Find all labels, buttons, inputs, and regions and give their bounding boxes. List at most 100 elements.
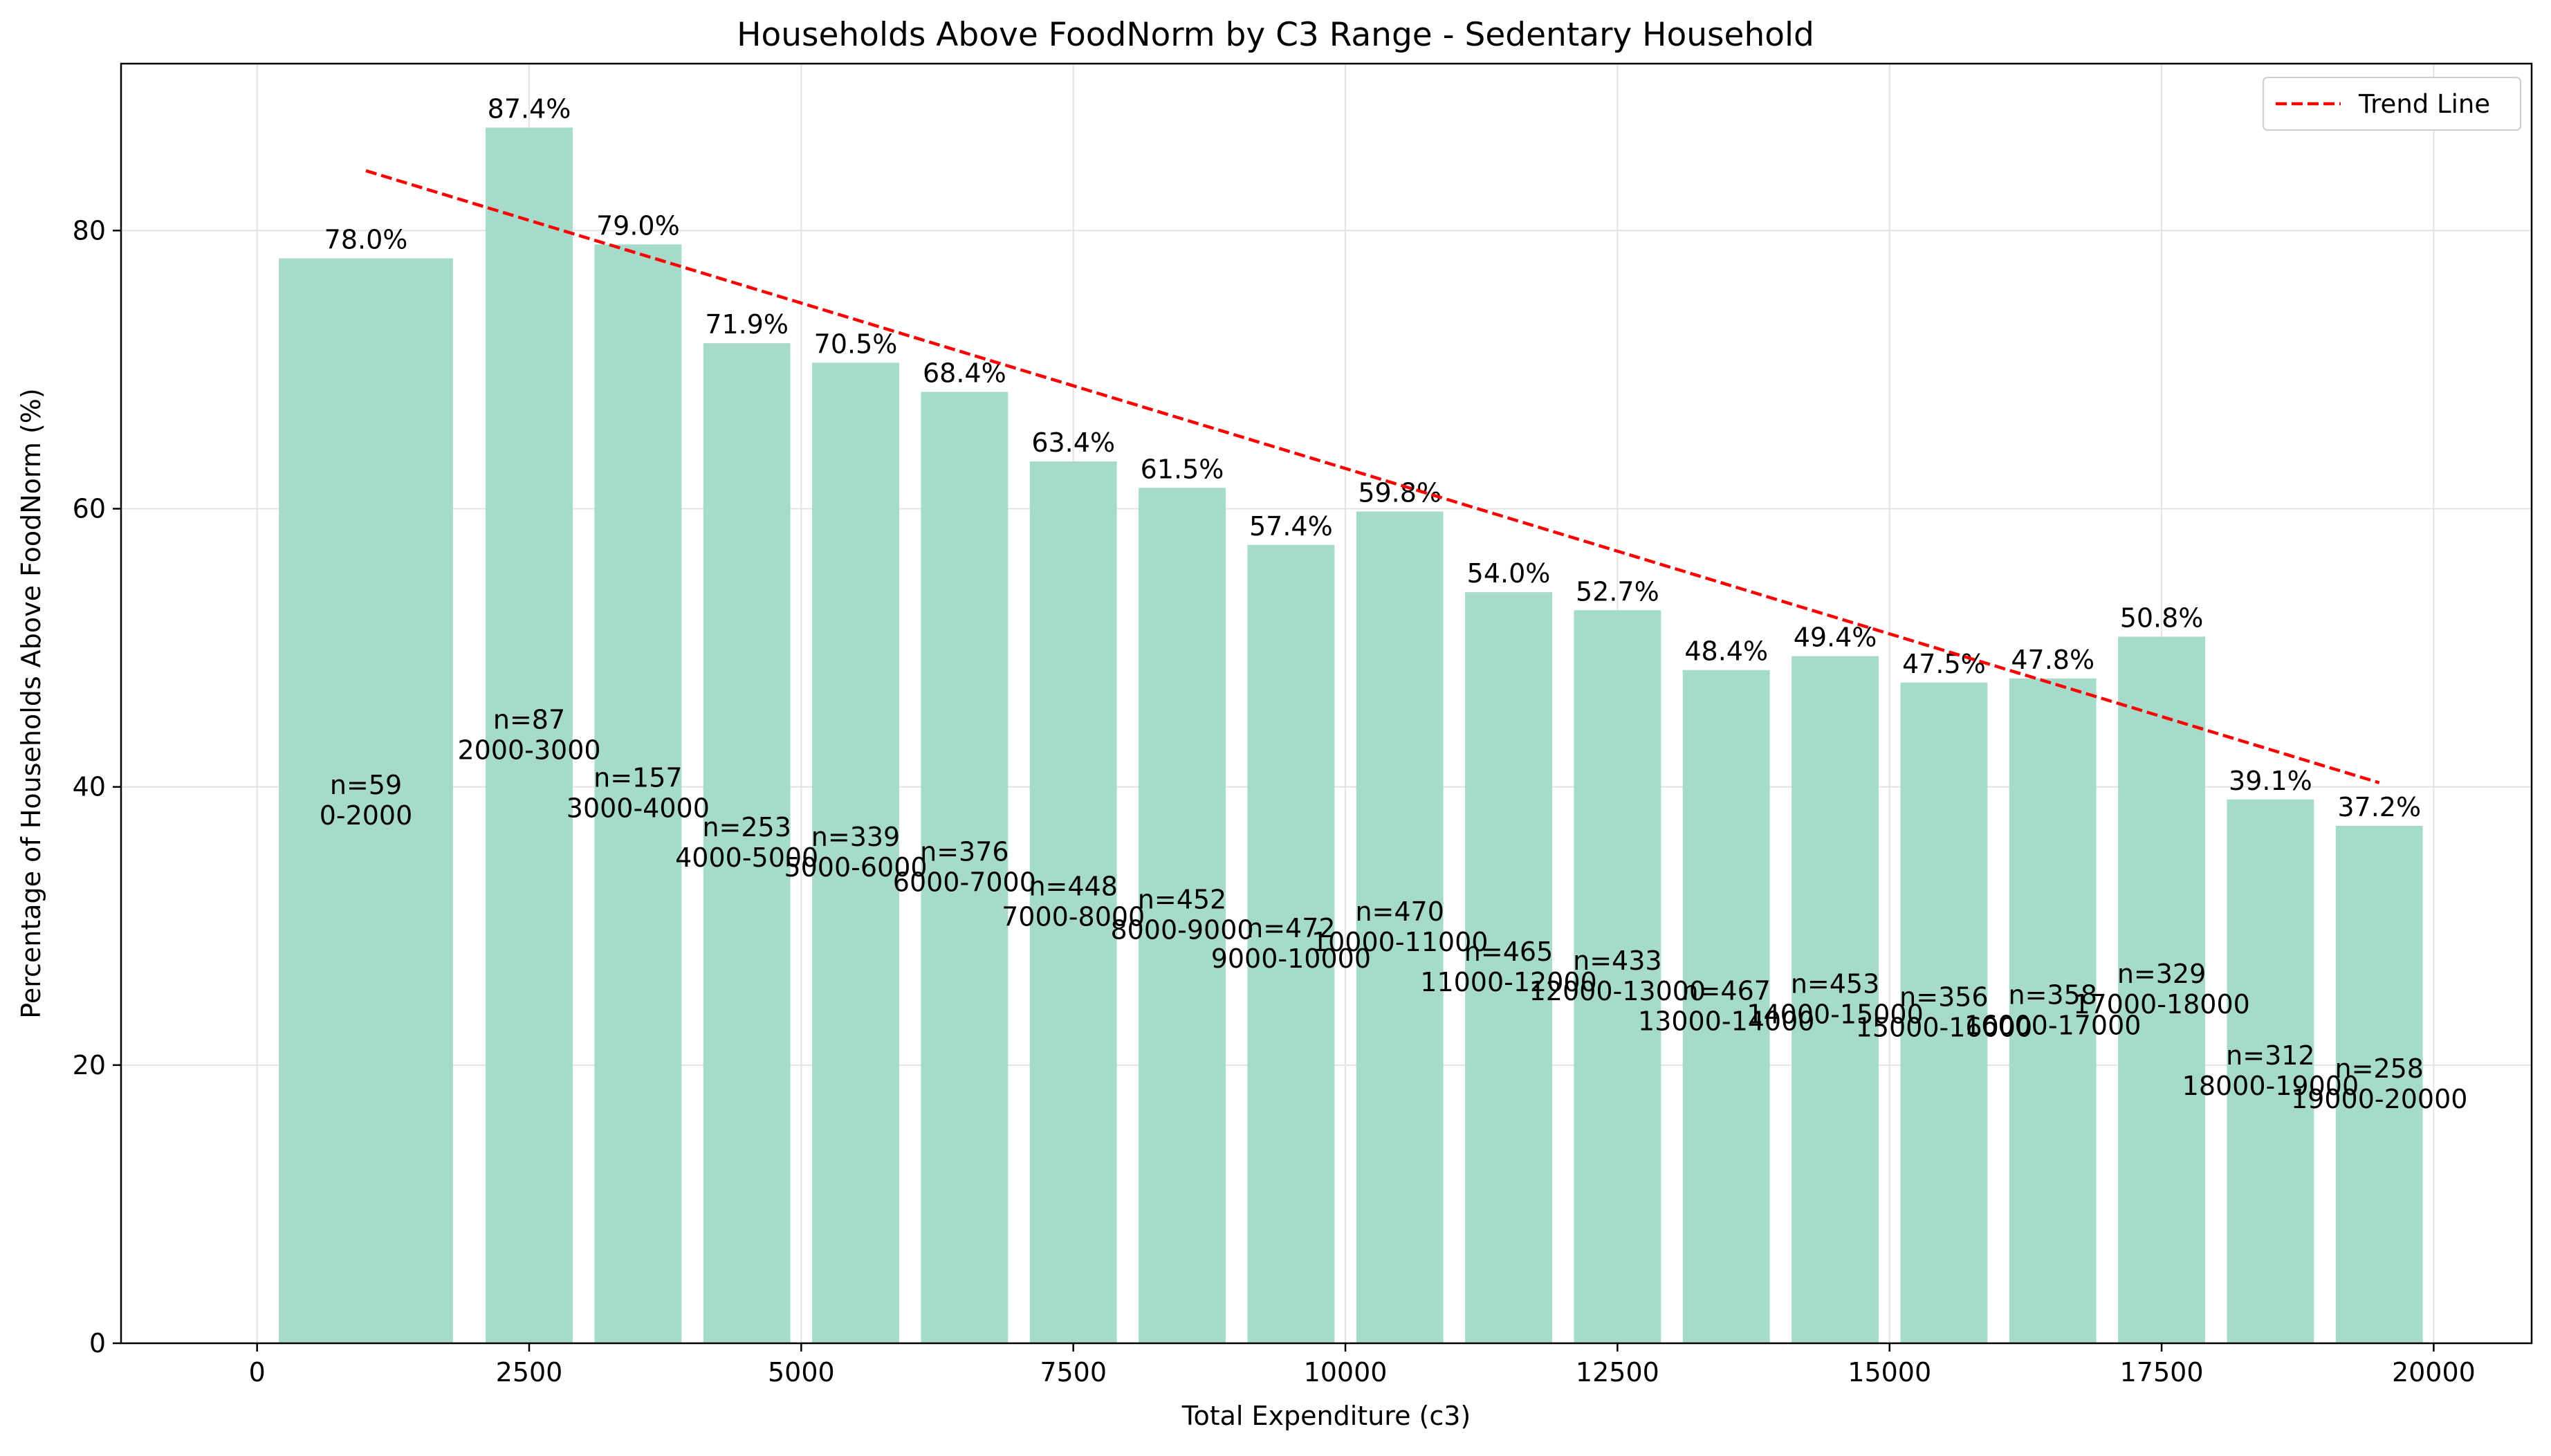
bar-sample-size-label: n=467	[1682, 975, 1770, 1006]
bars	[279, 127, 2423, 1344]
bar-sample-size-label: n=339	[811, 822, 900, 852]
y-tick-label: 80	[73, 215, 106, 246]
bar	[2118, 636, 2205, 1343]
bar	[1356, 511, 1444, 1343]
sample-size-labels: n=590-2000n=872000-3000n=1573000-4000n=2…	[320, 704, 2468, 1114]
bar-value-label: 48.4%	[1684, 636, 1768, 667]
bar-sample-size-label: n=258	[2334, 1053, 2423, 1084]
bar-sample-size-label: n=376	[920, 836, 1009, 867]
x-tick-label: 12500	[1576, 1357, 1659, 1388]
plot-frame	[120, 62, 2533, 1345]
bar-range-label: 9000-10000	[1211, 943, 1371, 974]
bar-range-label: 13000-14000	[1638, 1006, 1814, 1036]
bar-sample-size-label: n=253	[702, 812, 791, 842]
bar-value-label: 37.2%	[2337, 792, 2421, 822]
bar-value-label: 52.7%	[1576, 576, 1659, 607]
legend-label-trend: Trend Line	[2358, 89, 2490, 119]
bar	[2335, 825, 2423, 1343]
bar	[2227, 799, 2314, 1343]
x-tick-label: 5000	[768, 1357, 835, 1388]
x-tick-label: 7500	[1040, 1357, 1107, 1388]
legend: Trend Line	[2263, 77, 2521, 131]
bar-sample-size-label: n=329	[2117, 959, 2206, 989]
bar-sample-size-label: n=433	[1573, 946, 1661, 976]
bar	[812, 362, 899, 1344]
bar-range-label: 3000-4000	[567, 793, 710, 824]
bar-sample-size-label: n=87	[493, 704, 565, 735]
bar-sample-size-label: n=59	[330, 770, 402, 800]
y-tick-label: 20	[73, 1050, 106, 1080]
bar	[486, 127, 573, 1343]
bar	[2009, 678, 2097, 1343]
bar-sample-size-label: n=453	[1791, 968, 1879, 999]
bar-value-label: 59.8%	[1358, 478, 1442, 508]
bar-value-label: 63.4%	[1031, 427, 1115, 458]
bar-value-label: 78.0%	[324, 225, 408, 255]
value-labels: 78.0% 87.4% 79.0% 71.9% 70.5% 68.4% 63.4% 61.5%…	[324, 94, 2421, 822]
y-tick-label: 40	[73, 772, 106, 802]
bar-value-label: 47.5%	[1902, 649, 1986, 679]
bar	[1465, 592, 1552, 1344]
bar-value-label: 71.9%	[705, 309, 789, 340]
bar-range-label: 0-2000	[320, 800, 413, 831]
bar-value-label: 79.0%	[596, 210, 680, 241]
bar-value-label: 61.5%	[1141, 454, 1224, 484]
bar-sample-size-label: n=465	[1464, 937, 1553, 967]
bar-sample-size-label: n=358	[2008, 979, 2097, 1010]
y-tick-label: 0	[89, 1328, 106, 1358]
bar-value-label: 87.4%	[488, 94, 571, 125]
bar-sample-size-label: n=452	[1138, 885, 1226, 915]
bar	[1247, 544, 1335, 1343]
x-tick-label: 17500	[2120, 1357, 2204, 1388]
bar-range-label: 7000-8000	[1002, 902, 1145, 932]
bar-sample-size-label: n=157	[593, 763, 682, 793]
x-tick-label: 0	[249, 1357, 266, 1388]
bar-value-label: 47.8%	[2011, 645, 2094, 675]
chart-title: Households Above FoodNorm by C3 Range - …	[737, 16, 1814, 54]
bar-value-label: 70.5%	[814, 329, 898, 359]
bar-value-label: 54.0%	[1467, 558, 1551, 589]
x-tick-label: 2500	[496, 1357, 563, 1388]
bar-range-label: 15000-16000	[1856, 1012, 2032, 1042]
bar-range-label: 6000-7000	[893, 867, 1036, 897]
bar-sample-size-label: n=356	[1899, 982, 1988, 1012]
x-axis-label: Total Expenditure (c3)	[1181, 1401, 1471, 1431]
bar-range-label: 2000-3000	[457, 735, 600, 765]
bar	[279, 258, 453, 1343]
bar-range-label: 19000-20000	[2291, 1084, 2467, 1114]
bar-range-label: 10000-11000	[1311, 927, 1488, 957]
bar-sample-size-label: n=472	[1246, 913, 1335, 943]
bar-range-label: 11000-12000	[1420, 967, 1596, 997]
bar-range-label: 8000-9000	[1110, 915, 1253, 946]
trend-line-group	[365, 169, 2380, 784]
legend-box	[2263, 77, 2521, 131]
bar-sample-size-label: n=470	[1355, 896, 1444, 927]
bar	[594, 244, 682, 1343]
bar-range-label: 17000-18000	[2073, 989, 2249, 1020]
bar-sample-size-label: n=448	[1029, 872, 1117, 902]
x-tick-label: 20000	[2392, 1357, 2476, 1388]
bar	[1900, 682, 1988, 1343]
bar-range-label: 14000-15000	[1747, 999, 1923, 1029]
axis-ticks: 0 2500 5000 7500 10000 12500 15000 17500 20000 0 2…	[73, 215, 2476, 1388]
bar-range-label: 16000-17000	[1964, 1010, 2141, 1040]
bar-range-label: 18000-19000	[2182, 1071, 2359, 1101]
bar	[921, 391, 1009, 1344]
bar-range-label: 4000-5000	[675, 842, 818, 873]
bar-value-label: 57.4%	[1249, 511, 1333, 542]
bar-range-label: 5000-6000	[784, 852, 927, 883]
bar	[1139, 488, 1226, 1344]
y-tick-label: 60	[73, 493, 106, 524]
bar-value-label: 39.1%	[2229, 766, 2312, 796]
bar	[1792, 656, 1879, 1343]
bar-value-label: 68.4%	[923, 358, 1006, 389]
bar	[1574, 610, 1661, 1343]
y-axis-label: Percentage of Households Above FoodNorm …	[16, 388, 46, 1018]
x-tick-label: 15000	[1848, 1357, 1931, 1388]
x-tick-label: 10000	[1304, 1357, 1388, 1388]
bar	[1029, 461, 1117, 1344]
bar-sample-size-label: n=312	[2226, 1040, 2314, 1071]
trend-line	[365, 169, 2380, 784]
